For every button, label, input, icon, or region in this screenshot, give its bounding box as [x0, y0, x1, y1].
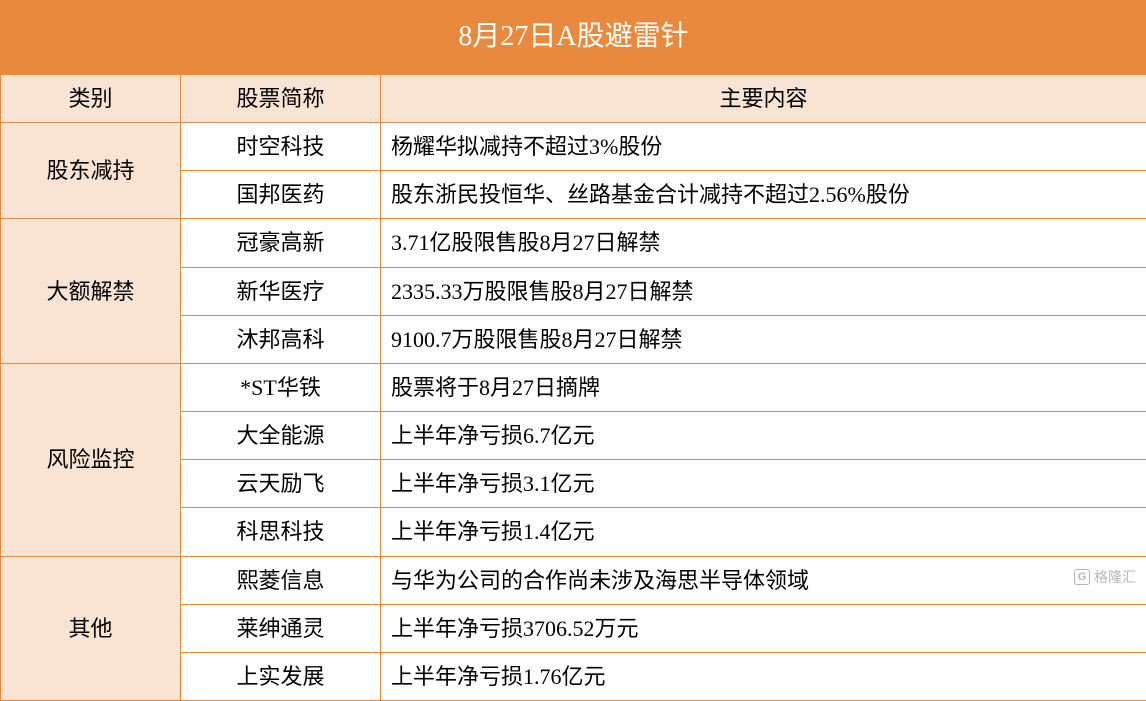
stock-cell: 大全能源	[181, 412, 381, 460]
content-cell: 3.71亿股限售股8月27日解禁	[381, 219, 1146, 267]
table-header-row: 类别 股票简称 主要内容	[1, 74, 1146, 122]
stock-cell: *ST华铁	[181, 363, 381, 411]
content-cell: 2335.33万股限售股8月27日解禁	[381, 267, 1146, 315]
stock-cell: 上实发展	[181, 653, 381, 701]
stock-cell: 新华医疗	[181, 267, 381, 315]
content-cell: 杨耀华拟减持不超过3%股份	[381, 122, 1146, 170]
header-category: 类别	[1, 74, 181, 122]
watermark-text: 格隆汇	[1094, 567, 1136, 587]
header-content: 主要内容	[381, 74, 1146, 122]
category-cell: 其他	[1, 556, 181, 701]
content-cell: 上半年净亏损1.4亿元	[381, 508, 1146, 556]
stock-cell: 莱绅通灵	[181, 604, 381, 652]
content-cell: 上半年净亏损3706.52万元	[381, 604, 1146, 652]
header-stock: 股票简称	[181, 74, 381, 122]
content-cell: 上半年净亏损6.7亿元	[381, 412, 1146, 460]
watermark: G 格隆汇	[1074, 567, 1136, 587]
stock-cell: 国邦医药	[181, 171, 381, 219]
content-cell: 股东浙民投恒华、丝路基金合计减持不超过2.56%股份	[381, 171, 1146, 219]
stock-cell: 沐邦高科	[181, 315, 381, 363]
category-cell: 大额解禁	[1, 219, 181, 364]
table-row: 其他熙菱信息与华为公司的合作尚未涉及海思半导体领域	[1, 556, 1146, 604]
content-cell: 9100.7万股限售股8月27日解禁	[381, 315, 1146, 363]
content-cell: 与华为公司的合作尚未涉及海思半导体领域	[381, 556, 1146, 604]
stock-cell: 冠豪高新	[181, 219, 381, 267]
stock-cell: 熙菱信息	[181, 556, 381, 604]
content-cell: 上半年净亏损3.1亿元	[381, 460, 1146, 508]
category-cell: 风险监控	[1, 363, 181, 556]
table-row: 股东减持时空科技杨耀华拟减持不超过3%股份	[1, 122, 1146, 170]
table-title-row: 8月27日A股避雷针	[1, 1, 1146, 75]
stock-cell: 时空科技	[181, 122, 381, 170]
category-cell: 股东减持	[1, 122, 181, 218]
stock-cell: 云天励飞	[181, 460, 381, 508]
stock-cell: 科思科技	[181, 508, 381, 556]
stock-risk-table: 8月27日A股避雷针 类别 股票简称 主要内容 股东减持时空科技杨耀华拟减持不超…	[0, 0, 1146, 701]
watermark-logo-icon: G	[1074, 569, 1090, 585]
table-row: 大额解禁冠豪高新3.71亿股限售股8月27日解禁	[1, 219, 1146, 267]
content-cell: 上半年净亏损1.76亿元	[381, 653, 1146, 701]
table-row: 风险监控*ST华铁股票将于8月27日摘牌	[1, 363, 1146, 411]
table-title: 8月27日A股避雷针	[1, 1, 1146, 75]
content-cell: 股票将于8月27日摘牌	[381, 363, 1146, 411]
